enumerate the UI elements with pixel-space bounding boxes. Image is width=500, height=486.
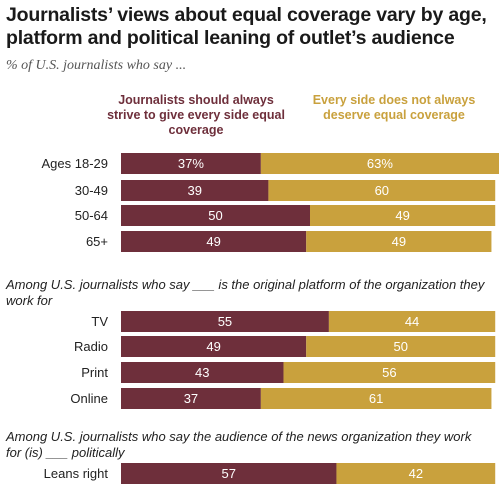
category-label-50-64: 50-64 — [75, 208, 108, 223]
category-label-leans-right: Leans right — [44, 466, 109, 481]
category-label-print: Print — [81, 365, 108, 380]
value-label-right-50-64: 49 — [395, 208, 409, 223]
category-label-radio: Radio — [74, 339, 108, 354]
bar-left-radio — [121, 336, 307, 357]
value-label-left-30-49: 39 — [187, 183, 201, 198]
value-label-right-tv: 44 — [405, 314, 419, 329]
bar-left-tv — [121, 311, 329, 332]
bar-left-30-49 — [121, 180, 269, 201]
value-label-right-online: 61 — [369, 391, 383, 406]
bar-right-radio — [306, 336, 496, 357]
bar-left-ages-18-29 — [121, 153, 261, 174]
bar-left-online — [121, 388, 261, 409]
category-label-65: 65+ — [86, 234, 108, 249]
value-label-left-tv: 55 — [218, 314, 232, 329]
bar-right-leans-right — [336, 463, 496, 484]
value-label-left-ages-18-29: 37% — [178, 156, 204, 171]
bar-right-65 — [306, 231, 492, 252]
value-label-left-print: 43 — [195, 365, 209, 380]
value-label-left-65: 49 — [206, 234, 220, 249]
chart-title: Journalists’ views about equal coverage … — [6, 4, 487, 49]
category-label-online: Online — [70, 391, 108, 406]
bar-left-leans-right — [121, 463, 337, 484]
value-label-right-print: 56 — [382, 365, 396, 380]
section-label-platform: Among U.S. journalists who say ___ is th… — [6, 277, 485, 308]
value-label-right-30-49: 60 — [375, 183, 389, 198]
chart-subtitle: % of U.S. journalists who say ... — [6, 58, 187, 73]
category-label-tv: TV — [91, 314, 108, 329]
section-label-audience: Among U.S. journalists who say the audie… — [6, 429, 472, 460]
legend-should-equal-coverage: Journalists should always strive to give… — [107, 93, 285, 137]
bar-right-30-49 — [268, 180, 496, 201]
bar-right-ages-18-29 — [260, 153, 499, 174]
legend-not-equal-coverage: Every side does not always deserve equal… — [312, 93, 476, 122]
category-label-ages-18-29: Ages 18-29 — [42, 156, 109, 171]
value-label-right-ages-18-29: 63% — [367, 156, 393, 171]
bar-right-print — [283, 362, 496, 383]
value-label-left-leans-right: 57 — [221, 466, 235, 481]
category-label-30-49: 30-49 — [75, 183, 108, 198]
value-label-right-radio: 50 — [393, 339, 407, 354]
value-label-right-leans-right: 42 — [409, 466, 423, 481]
bar-left-65 — [121, 231, 307, 252]
value-label-left-radio: 49 — [206, 339, 220, 354]
bar-left-50-64 — [121, 205, 310, 226]
bar-right-50-64 — [310, 205, 496, 226]
value-label-right-65: 49 — [392, 234, 406, 249]
bar-left-print — [121, 362, 284, 383]
bar-right-online — [260, 388, 492, 409]
value-label-left-50-64: 50 — [208, 208, 222, 223]
bar-right-tv — [328, 311, 496, 332]
value-label-left-online: 37 — [184, 391, 198, 406]
